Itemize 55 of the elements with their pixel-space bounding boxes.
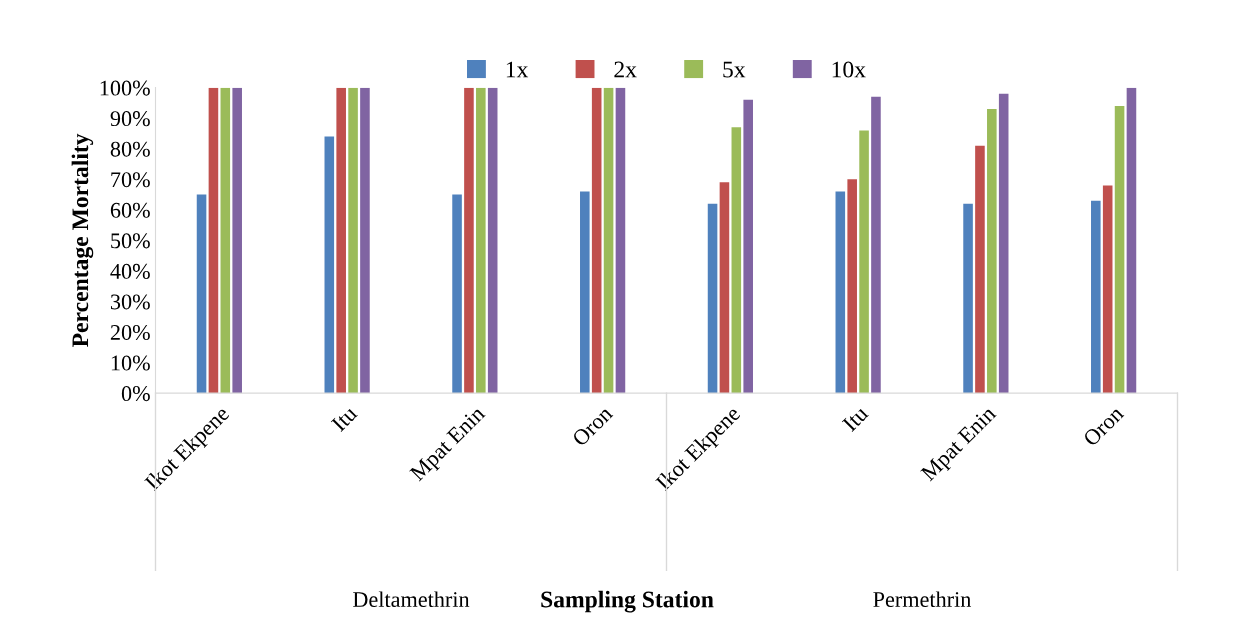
bar [615,87,626,394]
y-tick-label: 80% [110,141,150,157]
bar [487,87,498,394]
bar [1126,87,1137,394]
bar [232,87,242,394]
bar [719,182,730,394]
bar [707,203,718,394]
bar [452,194,462,394]
text: Permethrin [873,591,972,608]
legend-label: 1x [506,61,529,78]
legend-label: 5x [723,61,746,78]
x-tick-label: Itu [841,405,869,433]
bar [220,87,231,394]
x-tick-label: Itu [330,405,358,433]
y-tick-label: 0% [121,386,150,402]
bar [196,194,207,394]
bar [731,127,742,394]
y-tick-label: 60% [110,202,150,218]
x-tick-label: Oron [571,404,614,447]
bar [208,87,219,394]
y-tick-label: 30% [110,294,150,310]
x-tick-label: Oron [1082,404,1125,447]
y-tick-label: 90% [110,111,150,127]
y-tick-label: 100% [100,80,150,96]
legend-label: 10x [832,61,866,78]
bar [476,87,486,394]
bar [963,203,973,394]
bar [348,87,358,394]
bar [591,87,602,394]
y-tick-label: 40% [110,263,150,279]
bar [835,191,846,394]
y-tick-label: 10% [111,355,150,371]
y-tick-label: 70% [111,172,150,188]
bar [859,130,869,394]
bar [975,145,985,394]
bar [1091,200,1101,394]
y-tick-label: 20% [110,324,150,341]
bar [998,93,1009,394]
bar [336,87,346,394]
bar [871,96,881,394]
bar [847,179,857,394]
legend-label: 2x [614,61,637,78]
bar [987,109,997,394]
bar [360,87,370,394]
bar [603,87,614,394]
y-axis-title: Percentage Mortality [71,133,94,347]
bar [464,87,474,394]
bar [1114,105,1125,394]
bar [580,191,590,394]
bar [743,99,753,394]
y-tick-label: 50% [111,233,150,249]
bar [1102,185,1113,394]
bar [324,136,335,394]
x-axis-title: Sampling Station [541,590,714,613]
text: Deltamethrin [353,591,470,608]
